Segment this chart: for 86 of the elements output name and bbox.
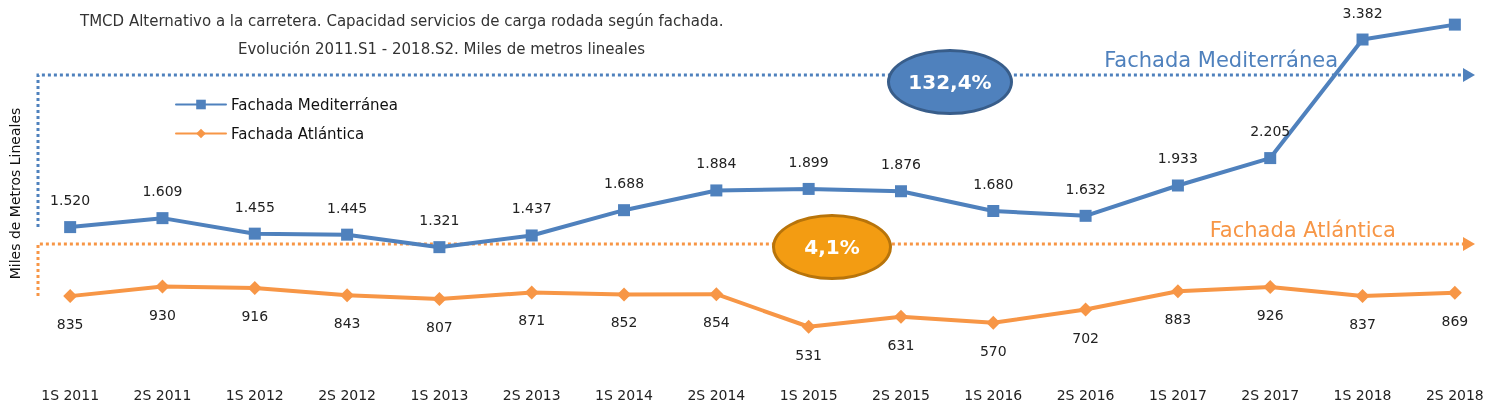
data-label: 871 [518,312,546,329]
x-tick-label: 1S 2014 [595,387,654,403]
x-tick-label: 2S 2014 [687,387,746,403]
data-label: 1.445 [327,199,368,216]
data-label: 916 [241,307,269,324]
x-tick-label: 1S 2017 [1148,387,1207,403]
data-label: 1.884 [696,155,737,172]
x-tick-label: 1S 2011 [41,387,100,403]
data-label: 1.520 [50,192,91,209]
point [340,288,355,303]
point [1078,302,1093,317]
data-label: 570 [979,342,1007,359]
point [63,289,78,304]
data-label: 3.382 [1342,4,1383,21]
data-label: 1.933 [1157,150,1198,167]
point [524,285,539,300]
point [247,280,262,295]
point [1356,33,1369,46]
x-tick-label: 1S 2012 [225,387,284,403]
x-tick-label: 2S 2013 [502,387,561,403]
point [618,204,631,217]
data-label: 531 [795,346,823,363]
data-label: 852 [610,314,638,331]
data-label: 869 [1441,312,1469,329]
data-label: 1.321 [419,212,460,229]
point [248,227,261,240]
annotation: Fachada Mediterránea [1104,48,1338,72]
point [433,241,446,254]
legend-label: Fachada Atlántica [231,124,365,143]
data-label: 1.688 [603,175,645,192]
data-label: 1.876 [880,156,922,173]
data-label: 837 [1349,315,1376,332]
point [1263,279,1278,294]
data-label: 631 [887,336,915,353]
text: Evolución 2011.S1 - 2018.S2. Miles de metros lineales [238,39,646,58]
data-label: 883 [1164,311,1192,328]
point [801,319,816,334]
x-tick-label: 1S 2013 [410,387,469,403]
data-label: 835 [56,316,84,333]
data-label: 930 [149,306,176,323]
point [709,287,724,302]
point [341,228,354,241]
data-label: 1.437 [511,200,552,217]
x-tick-label: 1S 2018 [1333,387,1392,403]
point [617,287,632,302]
point [64,221,77,234]
data-label: 1.455 [234,198,275,215]
point [1447,285,1462,300]
point [1079,209,1092,222]
point [986,315,1001,330]
point [525,229,538,242]
point [1264,152,1277,165]
data-label: 1.899 [788,153,829,170]
x-tick-label: 1S 2016 [964,387,1023,403]
legend-label: Fachada Mediterránea [231,95,399,114]
point [1448,18,1461,31]
data-label: 854 [702,314,730,331]
data-label: 1.632 [1065,180,1106,197]
x-tick-label: 2S 2015 [872,387,930,403]
data-label: 1.609 [142,183,183,200]
x-tick-label: 2S 2018 [1425,387,1484,403]
point [1170,284,1185,299]
point [987,204,1000,217]
point [893,309,908,324]
point [432,291,447,306]
point [710,184,723,197]
x-tick-label: 2S 2017 [1241,387,1300,403]
point [1171,179,1184,192]
data-label: 1.680 [973,175,1014,192]
point [155,279,170,294]
annotation: Fachada Atlántica [1209,218,1396,242]
point [802,182,815,195]
data-label: 843 [333,315,361,332]
point [894,185,907,198]
x-tick-label: 2S 2016 [1056,387,1115,403]
data-label: 807 [426,318,453,335]
y-axis-title: Miles de Metros Lineales [7,107,23,280]
chart-title: TMCD Alternativo a la carretera. Capacidad servicios de carga rodada según fachada. [79,11,724,30]
point [156,212,169,225]
x-tick-label: 2S 2012 [318,387,377,403]
x-tick-label: 2S 2011 [133,387,192,403]
data-label: 702 [1072,329,1099,346]
point [1355,288,1370,303]
x-tick-label: 1S 2015 [779,387,838,403]
data-label: 926 [1256,306,1284,323]
data-label: 2.205 [1250,123,1291,140]
